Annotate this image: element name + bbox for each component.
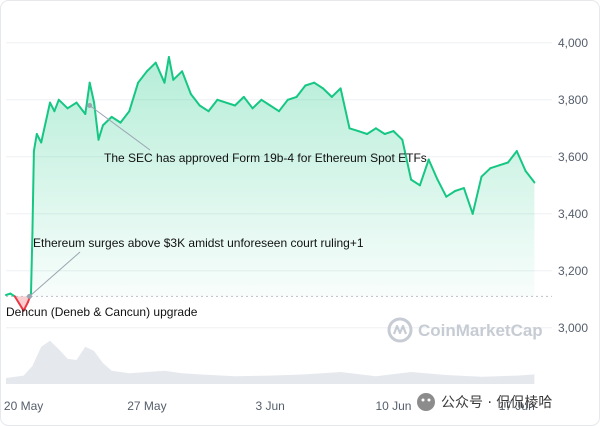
- price-line-segment: [53, 98, 60, 113]
- price-line-segment: [410, 178, 421, 187]
- price-line-segment: [75, 101, 87, 115]
- price-line-segment: [260, 98, 272, 107]
- y-tick-label: 4,000: [558, 36, 588, 50]
- price-line-segment: [445, 190, 457, 198]
- price-line-segment: [278, 98, 289, 113]
- price-line-segment: [242, 95, 254, 110]
- y-axis-ticks: 3,000 3,200 3,400 3,600 3,800 4,000: [558, 36, 588, 335]
- price-line-segment: [436, 178, 448, 198]
- price-line-segment: [49, 101, 56, 113]
- price-line-segment: [101, 115, 113, 127]
- price-line-segment: [489, 164, 501, 170]
- price-line-segment: [207, 98, 219, 113]
- price-line-segment: [57, 98, 69, 110]
- price-line-segment: [498, 161, 509, 167]
- price-line-segment: [234, 95, 245, 107]
- price-line-segment: [145, 61, 157, 73]
- price-line-segment: [97, 124, 104, 141]
- y-tick-label: 3,800: [558, 93, 588, 107]
- price-line-segment: [515, 150, 527, 172]
- price-line-segment: [392, 130, 404, 141]
- price-line-segment: [418, 158, 430, 187]
- price-line-segment: [163, 56, 170, 84]
- price-line-segment: [119, 110, 131, 124]
- price-line-segment: [40, 121, 47, 144]
- price-line-segment: [330, 87, 342, 98]
- price-line-segment: [383, 130, 395, 135]
- price-line-segment: [251, 98, 263, 110]
- price-line-segment: [454, 187, 465, 192]
- price-line-segment: [357, 130, 369, 135]
- price-line-segment: [167, 56, 175, 81]
- price-line-segment: [35, 133, 43, 144]
- price-line-segment: [374, 127, 386, 135]
- price-line-segment: [471, 175, 483, 215]
- wechat-watermark: 公众号 · 侃侃棱哈: [417, 393, 552, 411]
- price-line-segment: [110, 115, 122, 124]
- price-line-segment: [13, 295, 21, 305]
- annotation-marker-sec: [87, 102, 93, 108]
- watermark-text: 公众号 · 侃侃棱哈: [441, 395, 552, 411]
- y-tick-label: 3,400: [558, 207, 588, 221]
- price-line-segment: [198, 104, 210, 113]
- price-line-segment: [313, 81, 324, 90]
- price-line-segment: [66, 101, 78, 110]
- price-line-segment: [128, 81, 140, 113]
- y-tick-label: 3,600: [558, 150, 588, 164]
- annotation-sec: The SEC has approved Form 19b-4 for Ethe…: [104, 151, 427, 165]
- x-tick-label: 17 Jun: [499, 399, 535, 413]
- price-line-segment: [507, 150, 518, 164]
- x-tick-label: 27 May: [127, 399, 166, 413]
- volume-shape: [6, 340, 535, 384]
- price-line-segment: [348, 127, 360, 133]
- y-tick-label: 3,200: [558, 264, 588, 278]
- brand-watermark: CoinMarketCap: [387, 317, 543, 343]
- price-line-segment: [295, 84, 307, 98]
- brand-logo-text: CoinMarketCap: [418, 321, 543, 340]
- price-line-segment: [84, 81, 91, 115]
- price-line-segment: [216, 98, 236, 107]
- x-tick-label: 10 Jun: [375, 399, 411, 413]
- price-line-segment: [339, 87, 351, 130]
- price-line-segment: [304, 81, 316, 87]
- wechat-icon: [417, 393, 435, 411]
- annotation-court: Ethereum surges above $3K amidst unfores…: [33, 236, 364, 250]
- price-line-segment: [22, 301, 29, 312]
- price-line-segment: [366, 127, 377, 135]
- price-line-segment: [154, 61, 166, 84]
- price-line-segment: [401, 138, 413, 181]
- price-line-segment: [44, 101, 51, 124]
- x-axis-ticks: 20 May 27 May 3 Jun 10 Jun 17 Jun: [4, 399, 535, 413]
- annotation-dencun: Dencun (Deneb & Cancun) upgrade: [6, 305, 198, 319]
- price-line-segment: [172, 70, 184, 81]
- price-line-segment: [480, 167, 492, 178]
- price-line-segment: [462, 187, 474, 215]
- price-line-segment: [269, 104, 280, 113]
- coinmarketcap-logo-icon: [387, 317, 413, 343]
- price-area-fill: [6, 57, 535, 297]
- annotation-connector-court: [29, 251, 81, 297]
- y-tick-label: 3,000: [558, 321, 588, 335]
- annotation-connectors: [26, 102, 151, 299]
- annotation-connector-sec: [89, 105, 151, 151]
- annotation-marker-court: [26, 293, 32, 299]
- price-line-segment: [88, 81, 96, 104]
- price-line-segment: [18, 302, 25, 312]
- price-line-segment: [30, 232, 34, 295]
- x-tick-label: 20 May: [4, 399, 43, 413]
- price-line-segment: [31, 150, 35, 235]
- price-line-segment: [181, 70, 192, 96]
- price-line-segment: [286, 95, 298, 101]
- volume-area: [6, 340, 535, 384]
- price-line-segment: [427, 158, 439, 181]
- price-line-segment: [524, 170, 536, 184]
- price-line-segment: [322, 87, 333, 98]
- price-line-segment: [189, 93, 201, 107]
- x-tick-label: 3 Jun: [256, 399, 285, 413]
- price-area: [6, 57, 535, 311]
- price-line-segment: [137, 70, 148, 84]
- price-line-segment: [32, 133, 38, 153]
